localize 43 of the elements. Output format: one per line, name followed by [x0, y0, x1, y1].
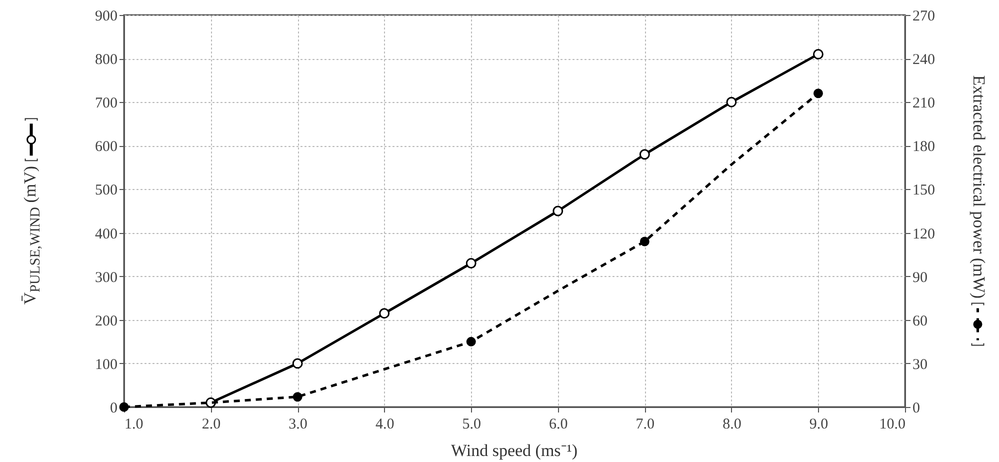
point	[813, 88, 823, 98]
point	[379, 308, 390, 319]
point	[552, 206, 564, 216]
y-tick-label: 300	[95, 270, 118, 286]
y-tick-label: 800	[95, 52, 118, 68]
point	[640, 236, 650, 246]
y-tick-label: 200	[95, 313, 118, 330]
y-tick-label: 400	[95, 226, 118, 242]
point	[639, 149, 650, 160]
y2-tick-label: 60	[912, 313, 928, 330]
point	[466, 258, 476, 268]
y-tick-label: 600	[95, 139, 118, 156]
y-tick-label: 900	[95, 8, 118, 24]
point	[726, 96, 737, 108]
x-tick-label: 2.0	[202, 416, 221, 432]
y2-tick-label: 180	[912, 139, 935, 156]
y2-tick-label: 240	[912, 52, 935, 68]
x-tick-label: 4.0	[375, 416, 394, 432]
x-tick-label: 8.0	[722, 416, 742, 432]
y2-tick-label: 120	[912, 226, 935, 242]
y2-tick-label: 210	[912, 96, 935, 112]
y2-tick-label: 90	[912, 270, 928, 286]
point	[292, 392, 302, 402]
point	[466, 336, 476, 346]
x-tick-label: 5.0	[462, 416, 481, 432]
y-tick-label: 500	[95, 182, 118, 199]
y2-tick-label: 0	[912, 400, 920, 416]
x-tick-label: 3.0	[288, 416, 308, 432]
y2-tick-label: 270	[912, 8, 935, 24]
y-tick-label: 700	[95, 96, 118, 112]
x-tick-label: 7.0	[636, 416, 655, 432]
point	[292, 358, 303, 369]
x-tick-label: 10.0	[879, 416, 906, 432]
x-tick-label: 6.0	[549, 416, 568, 432]
y2-tick-label: 30	[912, 356, 928, 373]
y2-axis-title: Extracted electrical power (mW)	[968, 75, 988, 300]
x-axis-title: Wind speed (ms⁻¹)	[451, 440, 578, 460]
y2-tick-label: 150	[912, 182, 935, 199]
x-tick-label: 9.0	[809, 416, 828, 432]
x-tick-label: 1.0	[124, 416, 144, 432]
y-tick-label: 0	[110, 400, 118, 416]
point	[813, 48, 824, 60]
y-tick-label: 100	[95, 356, 118, 373]
